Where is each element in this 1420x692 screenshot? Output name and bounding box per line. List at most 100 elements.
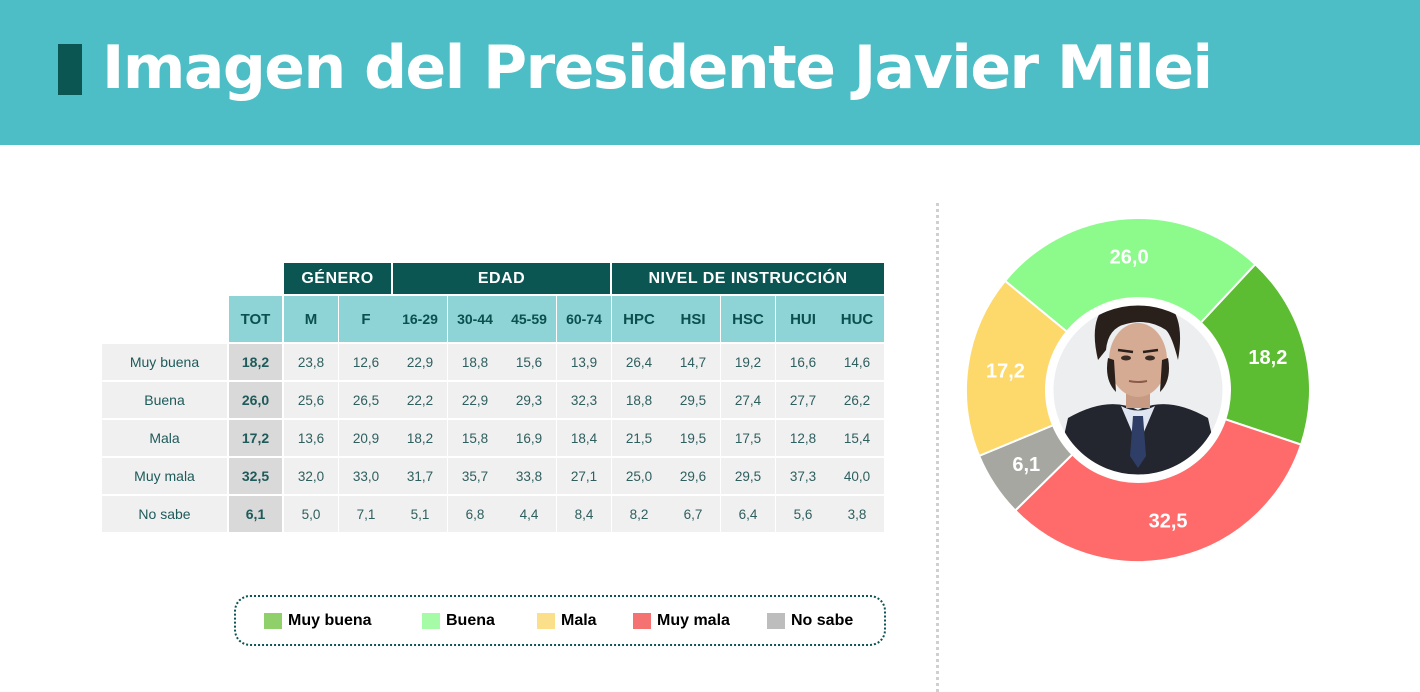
- tot-cell: 17,2: [229, 420, 282, 456]
- tot-cell: 32,5: [229, 458, 282, 494]
- column-header: 16-29: [393, 296, 447, 342]
- table-cell: 6,7: [666, 496, 720, 532]
- table-cell: 29,5: [666, 382, 720, 418]
- legend-swatch: [264, 612, 282, 629]
- table-cell: 26,4: [612, 344, 666, 380]
- table-cell: 27,1: [557, 458, 611, 494]
- table-cell: 8,2: [612, 496, 666, 532]
- table-cell: 26,5: [339, 382, 393, 418]
- legend-swatch: [633, 612, 651, 629]
- legend-swatch: [422, 612, 440, 629]
- tot-header: TOT: [229, 296, 282, 342]
- tot-cell: 18,2: [229, 344, 282, 380]
- table-cell: 21,5: [612, 420, 666, 456]
- table-cell: 18,8: [612, 382, 666, 418]
- row-label: Buena: [102, 382, 227, 418]
- slice-value-label: 6,1: [1012, 454, 1040, 476]
- table-cell: 14,6: [830, 344, 884, 380]
- page-title: Imagen del Presidente Javier Milei: [102, 33, 1213, 103]
- title-accent-bar: [58, 44, 82, 95]
- table-cell: 18,2: [393, 420, 447, 456]
- table-cell: 5,6: [776, 496, 830, 532]
- table-cell: 22,2: [393, 382, 447, 418]
- group-header: EDAD: [393, 263, 610, 294]
- row-label: No sabe: [102, 496, 227, 532]
- table-cell: 13,9: [557, 344, 611, 380]
- table-cell: 29,3: [502, 382, 556, 418]
- table-cell: 27,4: [721, 382, 775, 418]
- row-label: Muy buena: [102, 344, 227, 380]
- table-cell: 33,0: [339, 458, 393, 494]
- table-cell: 29,6: [666, 458, 720, 494]
- legend-label: No sabe: [791, 611, 854, 629]
- table-cell: 6,8: [448, 496, 502, 532]
- legend-item: Muy buena: [264, 597, 372, 644]
- column-header: 60-74: [557, 296, 611, 342]
- table-cell: 22,9: [448, 382, 502, 418]
- tot-cell: 26,0: [229, 382, 282, 418]
- table-cell: 17,5: [721, 420, 775, 456]
- table-cell: 12,8: [776, 420, 830, 456]
- table-cell: 14,7: [666, 344, 720, 380]
- donut-chart: 18,2 32,5 6,1 17,2 26,0: [965, 217, 1311, 563]
- table-cell: 25,6: [284, 382, 338, 418]
- legend-label: Muy buena: [288, 611, 372, 629]
- table-cell: 20,9: [339, 420, 393, 456]
- slice-value-label: 18,2: [1248, 347, 1287, 369]
- legend-item: Muy mala: [633, 597, 730, 644]
- table-cell: 16,6: [776, 344, 830, 380]
- table-cell: 25,0: [612, 458, 666, 494]
- table-cell: 23,8: [284, 344, 338, 380]
- column-header: HUI: [776, 296, 830, 342]
- column-header: HSC: [721, 296, 775, 342]
- table-cell: 19,2: [721, 344, 775, 380]
- table-cell: 18,8: [448, 344, 502, 380]
- table-cell: 29,5: [721, 458, 775, 494]
- row-label: Muy mala: [102, 458, 227, 494]
- legend-swatch: [767, 612, 785, 629]
- column-header: 45-59: [502, 296, 556, 342]
- table-cell: 26,2: [830, 382, 884, 418]
- title-banner: Imagen del Presidente Javier Milei: [0, 0, 1420, 145]
- group-header: NIVEL DE INSTRUCCIÓN: [612, 263, 884, 294]
- table-cell: 40,0: [830, 458, 884, 494]
- table-cell: 15,6: [502, 344, 556, 380]
- table-cell: 15,4: [830, 420, 884, 456]
- legend-label: Muy mala: [657, 611, 730, 629]
- column-header: 30-44: [448, 296, 502, 342]
- column-header: M: [284, 296, 338, 342]
- table-cell: 15,8: [448, 420, 502, 456]
- column-header: F: [339, 296, 393, 342]
- legend-item: No sabe: [767, 597, 853, 644]
- legend-label: Mala: [561, 611, 597, 629]
- table-cell: 7,1: [339, 496, 393, 532]
- table-cell: 31,7: [393, 458, 447, 494]
- legend-item: Buena: [422, 597, 495, 644]
- row-label: Mala: [102, 420, 227, 456]
- table-cell: 5,0: [284, 496, 338, 532]
- column-header: HUC: [830, 296, 884, 342]
- table-cell: 5,1: [393, 496, 447, 532]
- table-cell: 4,4: [502, 496, 556, 532]
- slice-value-label: 17,2: [986, 360, 1025, 382]
- column-header: HSI: [666, 296, 720, 342]
- table-cell: 16,9: [502, 420, 556, 456]
- table-cell: 22,9: [393, 344, 447, 380]
- table-cell: 27,7: [776, 382, 830, 418]
- group-header: GÉNERO: [284, 263, 391, 294]
- table-cell: 12,6: [339, 344, 393, 380]
- table-cell: 32,3: [557, 382, 611, 418]
- table-cell: 3,8: [830, 496, 884, 532]
- table-cell: 18,4: [557, 420, 611, 456]
- legend-item: Mala: [537, 597, 597, 644]
- table-cell: 6,4: [721, 496, 775, 532]
- table-cell: 35,7: [448, 458, 502, 494]
- table-cell: 13,6: [284, 420, 338, 456]
- dotted-divider: [936, 203, 939, 692]
- table-cell: 8,4: [557, 496, 611, 532]
- legend-swatch: [537, 612, 555, 629]
- legend: Muy buena Buena Mala Muy mala No sabe: [234, 595, 886, 646]
- slice-value-label: 26,0: [1110, 246, 1149, 268]
- table-cell: 19,5: [666, 420, 720, 456]
- legend-label: Buena: [446, 611, 495, 629]
